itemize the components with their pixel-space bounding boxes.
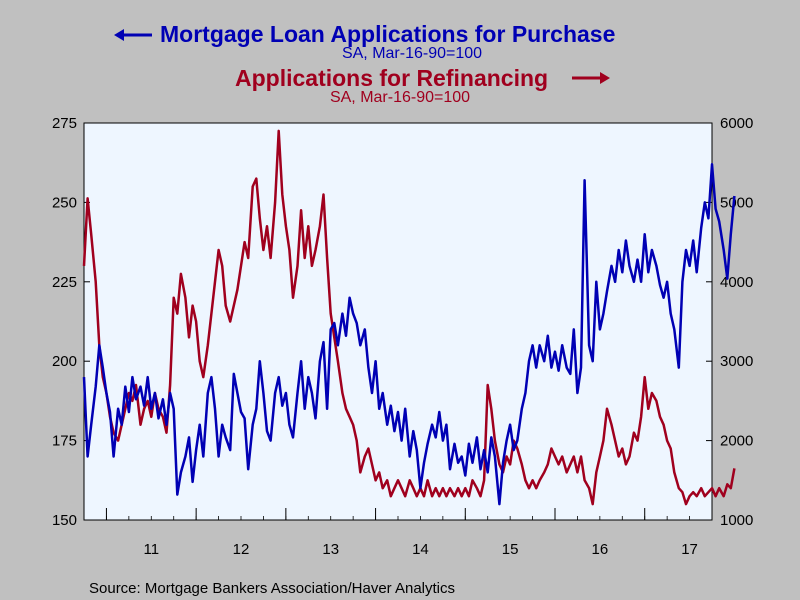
x-axis: 11 12 13 14 15 16 17 <box>83 508 713 558</box>
refinance-line <box>82 129 736 506</box>
x-tick-label: 16 <box>592 541 609 558</box>
left-tick-label: 175 <box>52 433 77 450</box>
right-tick-label: 4000 <box>720 274 753 291</box>
left-tick-label: 225 <box>52 274 77 291</box>
purchase-line <box>82 163 736 506</box>
right-tick-label: 2000 <box>720 433 753 450</box>
refinance-title: Applications for Refinancing <box>235 65 548 91</box>
x-tick-label: 13 <box>322 541 339 558</box>
x-tick-label: 14 <box>412 541 429 558</box>
legend: Mortgage Loan Applications for Purchase … <box>114 21 615 106</box>
x-tick-label: 11 <box>143 541 159 558</box>
x-tick-label: 12 <box>233 541 250 558</box>
x-tick-label: 15 <box>502 541 519 558</box>
left-tick-label: 250 <box>52 194 77 211</box>
refinance-subtitle: SA, Mar-16-90=100 <box>330 89 470 106</box>
x-tick-label: 17 <box>681 541 698 558</box>
purchase-arrow-icon <box>114 29 152 41</box>
purchase-title: Mortgage Loan Applications for Purchase <box>160 21 615 47</box>
right-axis: 6000 5000 4000 3000 2000 1000 <box>706 115 753 529</box>
left-axis: 275 250 225 200 175 150 <box>52 115 90 529</box>
right-tick-label: 3000 <box>720 353 753 370</box>
right-tick-label: 1000 <box>720 512 753 529</box>
plot-area <box>83 122 713 521</box>
purchase-subtitle: SA, Mar-16-90=100 <box>342 45 482 62</box>
right-tick-label: 5000 <box>720 194 753 211</box>
left-tick-label: 275 <box>52 115 77 132</box>
left-tick-label: 150 <box>52 512 77 529</box>
right-tick-label: 6000 <box>720 115 753 132</box>
left-tick-label: 200 <box>52 353 77 370</box>
refinance-arrow-icon <box>572 72 610 84</box>
source-note: Source: Mortgage Bankers Association/Hav… <box>89 580 455 597</box>
